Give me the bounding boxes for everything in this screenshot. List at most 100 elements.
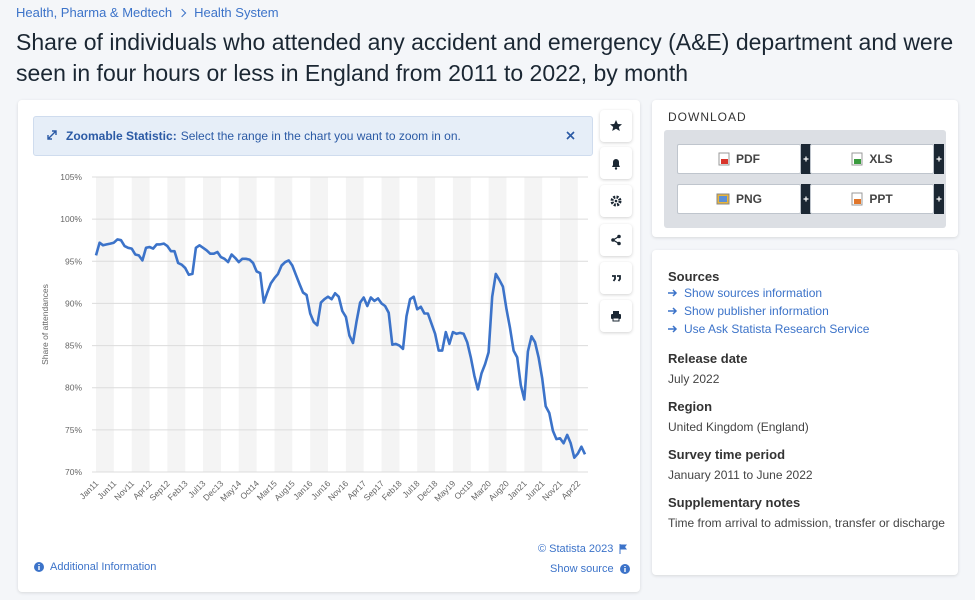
band bbox=[167, 177, 186, 472]
additional-info[interactable]: Additional Information bbox=[34, 561, 156, 573]
settings-button[interactable] bbox=[600, 185, 632, 217]
xls-icon bbox=[851, 152, 863, 166]
source-link[interactable]: Show sources information bbox=[668, 284, 948, 302]
section-text: United Kingdom (England) bbox=[668, 420, 809, 434]
band bbox=[238, 177, 257, 472]
download-xls[interactable]: XLS bbox=[810, 144, 944, 174]
download-card: DOWNLOAD PDF XLS PNG PPT bbox=[652, 100, 958, 237]
source-link[interactable]: Show publisher information bbox=[668, 302, 948, 320]
chart-card: Zoomable Statistic: Select the range in … bbox=[18, 100, 640, 592]
y-tick-label: 105% bbox=[60, 172, 82, 182]
info-icon bbox=[34, 562, 44, 572]
zoom-label: Zoomable Statistic: bbox=[66, 129, 177, 143]
download-panel: PDF XLS PNG PPT bbox=[664, 130, 946, 228]
arrow bbox=[668, 325, 678, 333]
download-title: DOWNLOAD bbox=[668, 110, 747, 124]
band bbox=[203, 177, 221, 472]
download-label: XLS bbox=[869, 152, 893, 166]
band bbox=[131, 177, 150, 472]
plus-icon bbox=[936, 156, 942, 162]
band bbox=[488, 177, 507, 472]
detail-section: Region United Kingdom (England) bbox=[668, 399, 948, 436]
x-tick-label: Feb18 bbox=[380, 478, 404, 502]
additional-info-text: Additional Information bbox=[50, 561, 157, 573]
download-png[interactable]: PNG bbox=[677, 184, 811, 214]
print-button[interactable] bbox=[600, 300, 632, 332]
plus-icon bbox=[803, 196, 809, 202]
breadcrumb-link[interactable]: Health, Pharma & Medtech bbox=[16, 5, 173, 20]
share-button[interactable] bbox=[600, 224, 632, 256]
band bbox=[452, 177, 471, 472]
source-link-text: Show publisher information bbox=[684, 304, 829, 318]
favorite-button[interactable] bbox=[600, 110, 632, 142]
download-label: PDF bbox=[736, 152, 760, 166]
breadcrumb: Health, Pharma & Medtech Health System bbox=[16, 5, 279, 20]
x-tick-label: Nov11 bbox=[112, 478, 136, 502]
zoom-icon bbox=[47, 130, 57, 140]
download-plus[interactable] bbox=[934, 184, 944, 214]
source-link-text: Use Ask Statista Research Service bbox=[684, 322, 870, 336]
band bbox=[417, 177, 436, 472]
y-tick-label: 70% bbox=[65, 467, 82, 477]
breadcrumb-link[interactable]: Health System bbox=[194, 5, 279, 20]
data-line bbox=[94, 238, 587, 459]
x-tick-label: Nov16 bbox=[326, 478, 351, 503]
sources: Sources Show sources information Show pub… bbox=[668, 269, 948, 338]
alert-button[interactable] bbox=[600, 147, 632, 179]
show-source[interactable]: Show source bbox=[550, 563, 630, 575]
detail-section: Survey time period January 2011 to June 2… bbox=[668, 447, 948, 484]
zoom-text: Select the range in the chart you want t… bbox=[180, 129, 461, 143]
y-axis-label: Share of attendances bbox=[40, 284, 50, 365]
download-label: PPT bbox=[869, 192, 893, 206]
share-icon bbox=[611, 234, 621, 246]
source-link-text: Show sources information bbox=[684, 286, 823, 300]
download-pdf[interactable]: PDF bbox=[677, 144, 811, 174]
y-tick-label: 85% bbox=[65, 341, 82, 351]
detail-section: Release date July 2022 bbox=[668, 351, 948, 388]
y-tick-label: 100% bbox=[60, 214, 82, 224]
zoom-banner: Zoomable Statistic: Select the range in … bbox=[33, 116, 593, 156]
cite-button[interactable] bbox=[600, 262, 632, 294]
x-tick-label: Jan11 bbox=[77, 478, 100, 501]
y-tick-label: 80% bbox=[65, 383, 82, 393]
x-tick-label: Apr22 bbox=[559, 478, 582, 501]
star-icon bbox=[610, 120, 622, 131]
ppt-icon bbox=[851, 192, 863, 206]
breadcrumb-separator bbox=[177, 8, 187, 17]
print-icon bbox=[611, 311, 621, 322]
download-plus[interactable] bbox=[934, 144, 944, 174]
section-text: Time from arrival to admission, transfer… bbox=[668, 516, 945, 530]
x-tick-label: Aug20 bbox=[486, 478, 511, 503]
copyright-text: © Statista 2023 bbox=[538, 543, 614, 555]
flag-icon bbox=[619, 544, 628, 554]
download-plus[interactable] bbox=[801, 184, 811, 214]
x-tick-label: Nov21 bbox=[540, 478, 565, 503]
section-title: Release date bbox=[668, 351, 748, 366]
png-icon bbox=[716, 193, 730, 205]
chart: 70% 75% 80% 85% 90% 95% 100% 105% Share of atten… bbox=[40, 172, 588, 503]
plus-icon bbox=[936, 196, 942, 202]
section-title: Survey time period bbox=[668, 447, 786, 462]
source-link[interactable]: Use Ask Statista Research Service bbox=[668, 320, 948, 338]
section-text: January 2011 to June 2022 bbox=[668, 468, 813, 482]
pdf-icon bbox=[718, 152, 730, 166]
band bbox=[524, 177, 543, 472]
quote-icon bbox=[612, 275, 621, 282]
band bbox=[274, 177, 293, 472]
section-title: Sources bbox=[668, 269, 720, 284]
page-title: Share of individuals who attended any ac… bbox=[16, 29, 954, 86]
section-title: Region bbox=[668, 399, 713, 414]
details: Release date July 2022 Region United Kingdo… bbox=[668, 351, 948, 543]
x-tick-label: Feb13 bbox=[166, 478, 190, 502]
source-links: Show sources information Show publisher i… bbox=[668, 284, 948, 338]
band bbox=[96, 177, 114, 472]
copyright[interactable]: © Statista 2023 bbox=[538, 543, 628, 555]
section-title: Supplementary notes bbox=[668, 495, 801, 510]
y-tick-label: 95% bbox=[65, 256, 82, 266]
info-card: Sources Show sources information Show pub… bbox=[652, 250, 958, 575]
band bbox=[310, 177, 329, 472]
close-button[interactable] bbox=[566, 131, 575, 140]
download-ppt[interactable]: PPT bbox=[810, 184, 944, 214]
download-plus[interactable] bbox=[801, 144, 811, 174]
